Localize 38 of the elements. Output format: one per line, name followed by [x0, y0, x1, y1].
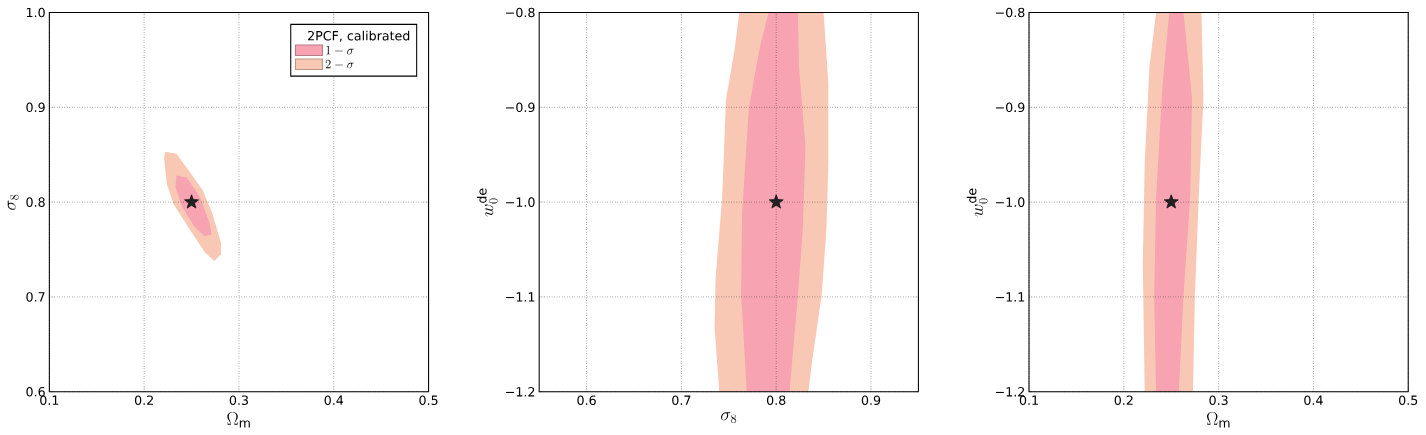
y-tick-label: −1.2 [995, 386, 1025, 397]
legend-title: 2PCF, calibrated [308, 30, 410, 42]
y-tick-label: 0.7 [26, 292, 45, 302]
legend-label: $1-\sigma$ [326, 45, 354, 55]
legend-label: $2-\sigma$ [325, 59, 354, 69]
x-tick-label: 0.5 [419, 395, 438, 405]
y-axis-title: $w_0^\mathrm{de}$ [476, 188, 498, 217]
x-tick-label: 0.5 [1399, 395, 1418, 405]
y-tick-label: −0.9 [995, 102, 1025, 113]
y-tick-label: 0.6 [26, 386, 45, 397]
x-tick-label: 0.7 [672, 395, 691, 405]
x-tick-label: 0.1 [1019, 395, 1038, 405]
x-tick-label: 0.9 [861, 395, 881, 405]
y-tick-label: −1.2 [506, 386, 535, 397]
x-tick-label: 0.3 [1209, 395, 1228, 405]
x-axis-title: $\Omega_\mathrm{m}$ [1206, 411, 1230, 428]
y-tick-label: 1.0 [26, 7, 45, 18]
x-tick-label: 0.8 [766, 395, 786, 405]
y-tick-label: −0.8 [506, 7, 535, 18]
y-tick-label: 0.8 [26, 197, 45, 207]
x-axis-title: $\Omega_\mathrm{m}$ [227, 411, 250, 428]
x-axis-title: $\sigma_8$ [721, 412, 737, 423]
x-tick-label: 0.4 [1304, 395, 1323, 405]
y-tick-label: −1.1 [995, 292, 1025, 302]
y-tick-label: 0.9 [26, 102, 45, 113]
y-tick-label: −1.0 [506, 197, 535, 207]
x-tick-label: 0.4 [324, 395, 344, 405]
y-tick-label: −1.0 [995, 197, 1025, 207]
x-tick-label: 0.6 [577, 395, 596, 405]
y-axis-title: $w_0^\mathrm{de}$ [966, 188, 988, 217]
y-tick-label: −1.1 [506, 292, 535, 302]
x-tick-label: 0.2 [134, 395, 153, 405]
y-tick-label: −0.9 [506, 102, 535, 113]
y-axis-title: $\sigma_8$ [7, 194, 19, 210]
x-tick-label: 0.1 [40, 395, 59, 405]
y-tick-label: −0.8 [995, 7, 1025, 18]
x-tick-label: 0.3 [229, 395, 248, 405]
x-tick-label: 0.2 [1114, 395, 1133, 405]
